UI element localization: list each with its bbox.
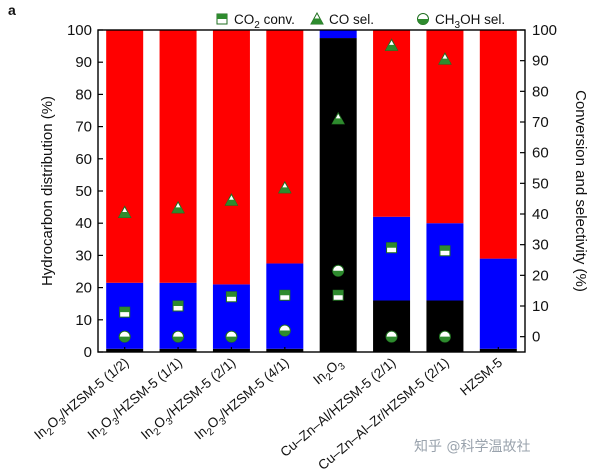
left-tick-label-10: 10 [75, 312, 92, 329]
bar-segment-5-1 [373, 216, 411, 301]
bars [106, 30, 517, 353]
axes: 0 10 20 30 40 50 60 70 80 90 100 0 10 20 30 40 50 60 70 80 9… [39, 22, 589, 361]
marker-ch3oh-sel-fill-3 [279, 330, 291, 337]
legend-label-2: CH3OH sel. [435, 12, 505, 31]
bar-segment-3-2 [266, 30, 304, 264]
marker-ch3oh-sel-fill-5 [386, 336, 398, 343]
marker-co-sel-fill-1 [172, 207, 185, 213]
watermark: 知乎 @科学温故社 [414, 439, 531, 455]
legend: CO2 conv. CO sel. CH3OH sel. [216, 11, 505, 31]
marker-co2-conv-fill-6 [439, 245, 450, 251]
category-label-0: In2O3/HZSM-5 (1/2) [31, 355, 134, 446]
bar-segment-2-2 [212, 30, 250, 285]
right-tick-label-100: 100 [532, 22, 557, 39]
marker-ch3oh-sel-fill-2 [225, 336, 237, 343]
panel-label: a [8, 2, 16, 18]
marker-co2-conv-fill-legend-0 [217, 14, 227, 19]
marker-co2-conv-fill-2 [226, 291, 237, 297]
left-tick-label-70: 70 [75, 119, 92, 136]
right-tick-label-40: 40 [532, 206, 549, 223]
bar-segment-5-2 [373, 30, 411, 217]
left-tick-label-30: 30 [75, 247, 92, 264]
bar-segment-5-0 [373, 300, 411, 352]
marker-co-sel-fill-4 [332, 118, 345, 124]
bar-segment-6-0 [426, 300, 464, 352]
bar-segment-1-2 [159, 30, 197, 283]
left-tick-label-20: 20 [75, 280, 92, 297]
left-tick-label-40: 40 [75, 215, 92, 232]
marker-co-sel-fill-6 [438, 58, 451, 65]
left-tick-label-0: 0 [84, 344, 92, 361]
marker-co2-conv-fill-3 [279, 290, 290, 296]
marker-ch3oh-sel-fill-4 [332, 270, 344, 277]
bar-segment-6-1 [426, 223, 464, 301]
marker-co2-conv-fill-0 [119, 307, 130, 313]
legend-label-1: CO sel. [329, 12, 374, 27]
marker-co2-conv-fill-5 [386, 242, 397, 248]
left-tick-label-50: 50 [75, 183, 92, 200]
category-label-7: HZSM-5 [457, 355, 505, 399]
bar-segment-0-2 [106, 30, 144, 283]
marker-co-sel-fill-0 [118, 211, 131, 218]
right-tick-label-50: 50 [532, 175, 549, 192]
right-tick-label-80: 80 [532, 83, 549, 100]
left-tick-label-60: 60 [75, 151, 92, 168]
marker-ch3oh-sel-fill-1 [172, 336, 184, 343]
marker-co-sel-fill-5 [385, 44, 398, 51]
left-tick-label-100: 100 [67, 22, 92, 39]
right-tick-label-0: 0 [532, 329, 540, 346]
marker-co-sel-fill-3 [278, 187, 291, 193]
category-label-1: In2O3/HZSM-5 (1/1) [85, 355, 188, 446]
marker-ch3oh-sel-fill-0 [119, 336, 131, 343]
bar-segment-4-1 [319, 30, 357, 39]
marker-ch3oh-sel-fill-legend-2 [417, 19, 429, 25]
right-tick-label-30: 30 [532, 237, 549, 254]
right-tick-label-90: 90 [532, 53, 549, 70]
left-tick-label-90: 90 [75, 54, 92, 71]
category-label-3: In2O3/HZSM-5 (4/1) [191, 355, 294, 446]
bar-segment-7-2 [479, 30, 517, 259]
marker-ch3oh-sel-fill-6 [439, 336, 451, 343]
right-axis-title: Conversion and selectivity (%) [572, 90, 589, 292]
right-tick-label-10: 10 [532, 298, 549, 315]
marker-co2-conv-fill-4 [333, 290, 344, 296]
category-label-4: In2O3 [310, 355, 348, 391]
left-tick-label-80: 80 [75, 86, 92, 103]
right-tick-label-20: 20 [532, 267, 549, 284]
marker-co-sel-fill-2 [225, 199, 238, 206]
left-axis-title: Hydrocarbon distribution (%) [39, 96, 56, 286]
legend-label-0: CO2 conv. [234, 12, 295, 31]
marker-co2-conv-fill-1 [173, 301, 184, 306]
right-tick-label-60: 60 [532, 145, 549, 162]
category-label-2: In2O3/HZSM-5 (2/1) [138, 355, 241, 446]
bar-segment-7-1 [479, 258, 517, 349]
bar-segment-4-0 [319, 38, 357, 353]
markers [117, 38, 452, 343]
right-tick-label-70: 70 [532, 114, 549, 131]
marker-co-sel-fill-legend-1 [311, 18, 323, 24]
